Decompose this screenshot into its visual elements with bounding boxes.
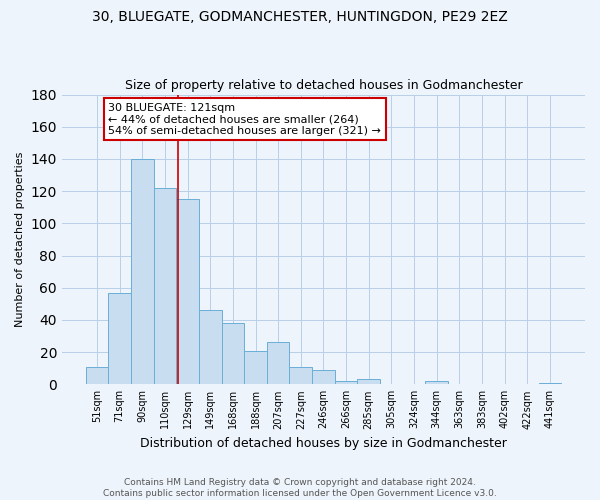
Text: 30 BLUEGATE: 121sqm
← 44% of detached houses are smaller (264)
54% of semi-detac: 30 BLUEGATE: 121sqm ← 44% of detached ho… xyxy=(109,102,381,136)
Bar xyxy=(425,381,448,384)
Bar xyxy=(154,188,176,384)
Bar xyxy=(289,366,312,384)
Bar xyxy=(199,310,221,384)
Text: 30, BLUEGATE, GODMANCHESTER, HUNTINGDON, PE29 2EZ: 30, BLUEGATE, GODMANCHESTER, HUNTINGDON,… xyxy=(92,10,508,24)
Bar xyxy=(86,366,109,384)
Bar xyxy=(267,342,289,384)
Title: Size of property relative to detached houses in Godmanchester: Size of property relative to detached ho… xyxy=(125,79,522,92)
Bar xyxy=(176,199,199,384)
X-axis label: Distribution of detached houses by size in Godmanchester: Distribution of detached houses by size … xyxy=(140,437,507,450)
Bar xyxy=(335,381,358,384)
Y-axis label: Number of detached properties: Number of detached properties xyxy=(15,152,25,327)
Bar xyxy=(312,370,335,384)
Bar xyxy=(539,382,561,384)
Bar xyxy=(131,159,154,384)
Bar xyxy=(244,350,267,384)
Text: Contains HM Land Registry data © Crown copyright and database right 2024.
Contai: Contains HM Land Registry data © Crown c… xyxy=(103,478,497,498)
Bar xyxy=(358,380,380,384)
Bar xyxy=(109,292,131,384)
Bar xyxy=(221,323,244,384)
